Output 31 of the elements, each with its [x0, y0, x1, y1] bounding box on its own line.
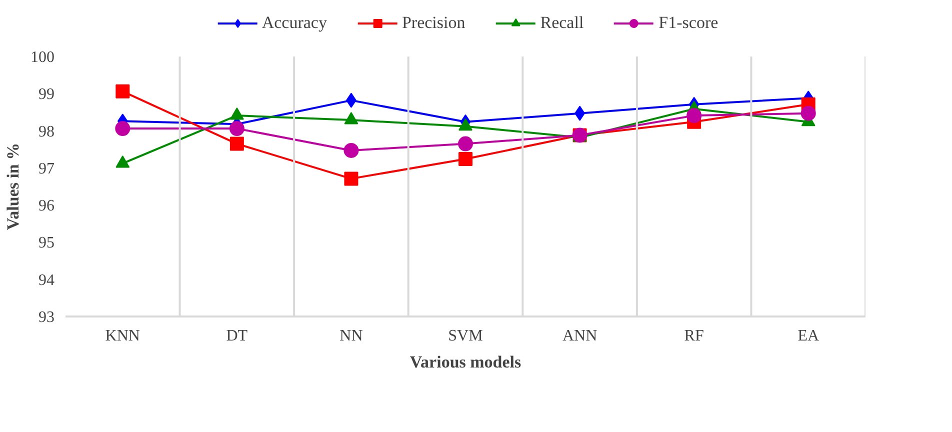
x-tick-label: EA	[798, 328, 820, 344]
point	[458, 152, 472, 166]
legend-label: Accuracy	[262, 13, 327, 33]
y-tick-label: 98	[38, 123, 54, 140]
x-tick-label: RF	[684, 328, 704, 344]
y-axis-title: Values in %	[4, 142, 22, 230]
point	[344, 142, 359, 158]
y-tick-label: 96	[38, 198, 54, 215]
y-tick-label: 100	[30, 49, 54, 66]
x-tick-label: NN	[340, 328, 364, 344]
x-axis-title: Various models	[410, 352, 522, 372]
y-tick-label: 93	[38, 309, 54, 326]
y-tick-label: 94	[38, 272, 54, 289]
point	[116, 84, 130, 98]
point	[800, 106, 816, 121]
legend-label: Precision	[402, 13, 466, 33]
point	[686, 108, 702, 124]
y-tick-label: 95	[38, 234, 54, 252]
x-tick-label: SVM	[448, 328, 483, 344]
legend-label: Recall	[540, 13, 584, 33]
point	[458, 136, 473, 152]
point	[230, 136, 244, 151]
x-tick-label: DT	[226, 328, 248, 344]
y-tick-label: 99	[38, 86, 54, 104]
point	[344, 172, 358, 186]
y-tick-label: 97	[38, 160, 54, 178]
point	[229, 121, 244, 136]
legend-label: F1-score	[658, 13, 718, 33]
point	[115, 121, 130, 136]
x-tick-label: KNN	[105, 328, 140, 344]
x-tick-label: ANN	[562, 328, 598, 344]
